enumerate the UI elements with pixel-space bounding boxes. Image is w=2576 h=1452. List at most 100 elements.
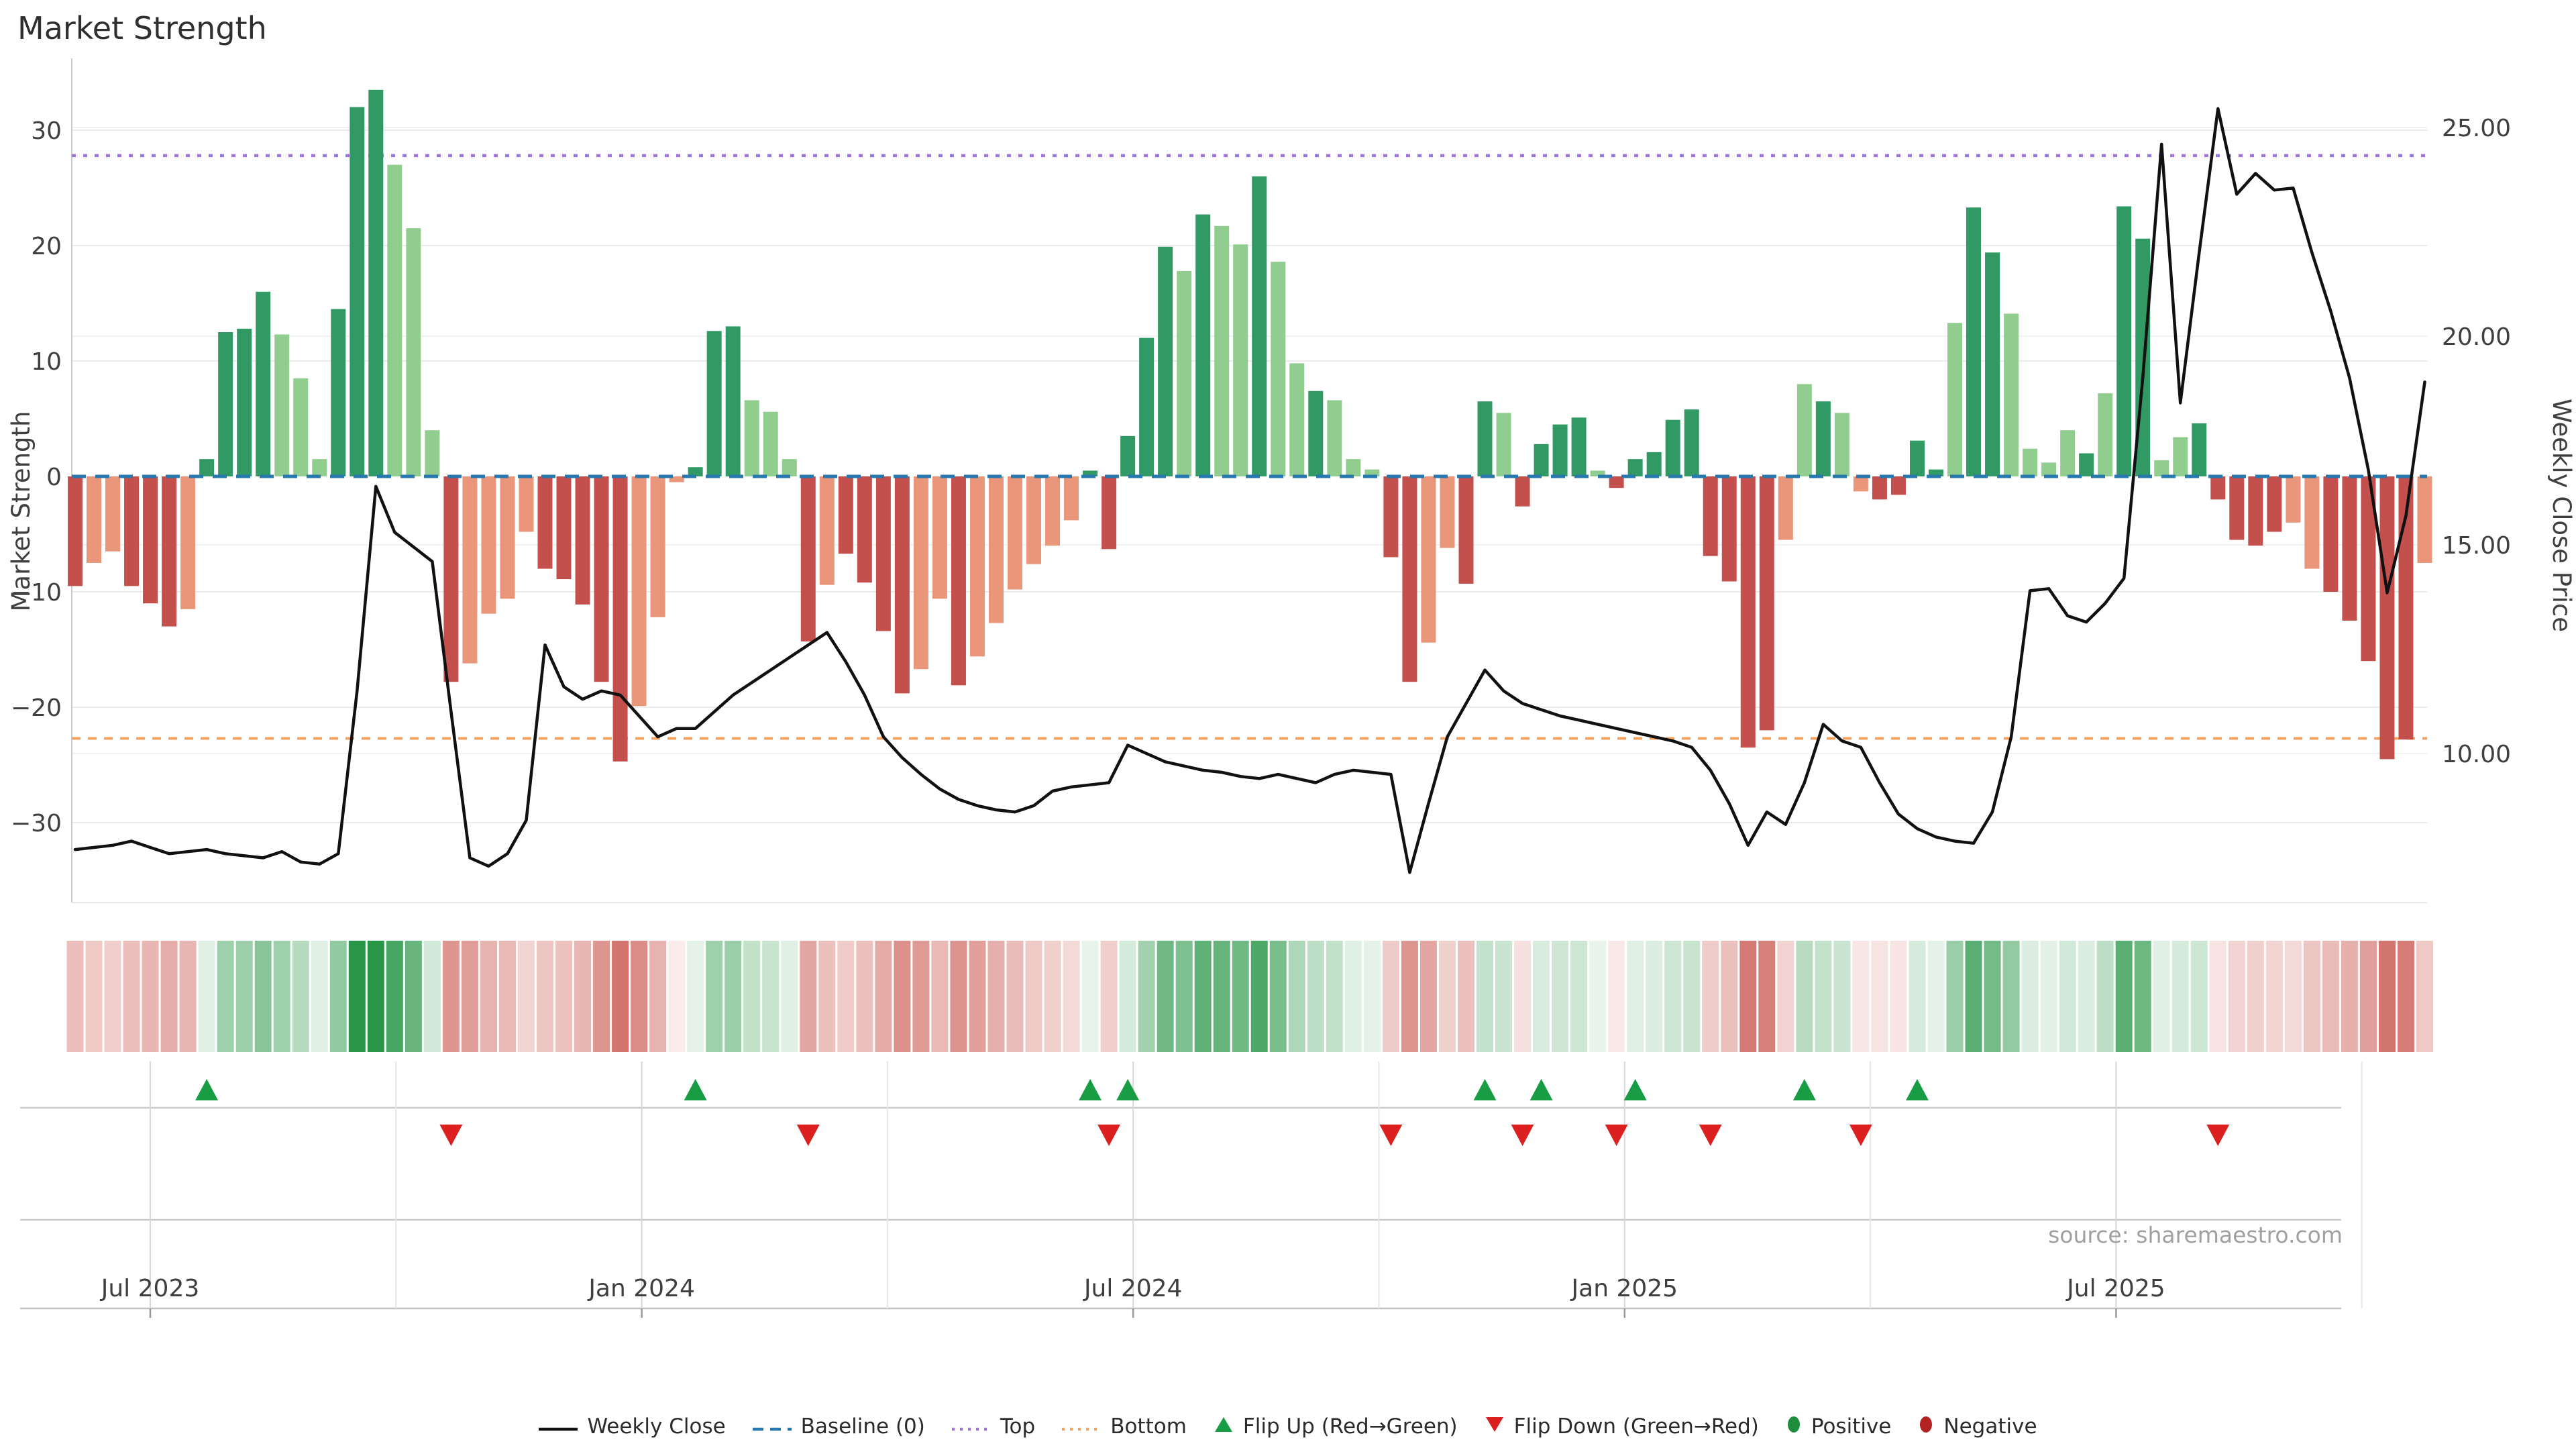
- negative-strength-bar: [443, 476, 459, 682]
- heatmap-cell: [1307, 941, 1324, 1052]
- positive-strength-bar: [1985, 252, 2000, 476]
- heatmap-cell: [2002, 941, 2020, 1052]
- positive-strength-bar: [1590, 470, 1605, 476]
- heatmap-cell: [1608, 941, 1625, 1052]
- heatmap-cell: [1213, 941, 1230, 1052]
- heatmap-cell: [875, 941, 892, 1052]
- heatmap-cell: [969, 941, 986, 1052]
- negative-strength-bar: [2286, 476, 2301, 523]
- negative-strength-bar: [2210, 476, 2226, 500]
- positive-strength-bar: [1308, 391, 1324, 476]
- positive-strength-bar: [2041, 462, 2057, 476]
- heatmap-cell: [1833, 941, 1851, 1052]
- negative-strength-bar: [1759, 476, 1774, 731]
- heatmap-cell: [2059, 941, 2076, 1052]
- legend-item[interactable]: Bottom: [1062, 1414, 1187, 1439]
- negative-strength-bar: [162, 476, 177, 627]
- flip-down-icon: [1511, 1125, 1534, 1146]
- heatmap-cell: [1100, 941, 1118, 1052]
- heatmap-cell: [2359, 941, 2377, 1052]
- heatmap-cell: [1044, 941, 1061, 1052]
- positive-strength-bar: [1327, 400, 1342, 476]
- heatmap-cell: [1194, 941, 1212, 1052]
- positive-strength-bar: [2154, 460, 2169, 476]
- positive-strength-bar: [1177, 270, 1192, 476]
- heatmap-cell: [1514, 941, 1532, 1052]
- heatmap-cell: [668, 941, 686, 1052]
- heatmap-cell: [2378, 941, 2396, 1052]
- legend-item[interactable]: Baseline (0): [752, 1414, 925, 1439]
- heatmap-cell: [1119, 941, 1136, 1052]
- positive-strength-bar: [1552, 424, 1568, 476]
- left-y-tick-label: −30: [11, 810, 62, 837]
- heatmap-cell: [612, 941, 629, 1052]
- positive-strength-bar: [1684, 409, 1699, 476]
- heatmap-cell: [593, 941, 610, 1052]
- page-title: Market Strength: [17, 10, 267, 46]
- negative-strength-bar: [124, 476, 140, 586]
- heatmap-cell: [1006, 941, 1024, 1052]
- legend-item[interactable]: Positive: [1786, 1414, 1891, 1439]
- positive-strength-bar: [331, 309, 346, 476]
- positive-strength-bar: [1477, 401, 1493, 476]
- legend-item[interactable]: Flip Up (Red→Green): [1214, 1414, 1458, 1439]
- negative-strength-bar: [1721, 476, 1737, 582]
- axis-ticks: 30 20 10 0 −10 −20 −30 25.00 20.00 15.00 10.00: [11, 115, 2511, 837]
- heatmap-cell: [631, 941, 648, 1052]
- heatmap-cell: [1664, 941, 1682, 1052]
- positive-strength-bar: [199, 459, 215, 476]
- positive-strength-bar: [1233, 244, 1248, 476]
- dot-legend-icon: [1786, 1414, 1802, 1439]
- negative-strength-bar: [969, 476, 985, 657]
- positive-strength-bar: [1271, 262, 1286, 476]
- heatmap-cell: [405, 941, 422, 1052]
- left-y-tick-label: 30: [31, 117, 62, 145]
- heatmap-cell: [2341, 941, 2358, 1052]
- legend-item[interactable]: Top: [951, 1414, 1036, 1439]
- flip-up-icon: [684, 1079, 707, 1100]
- heatmap-cell: [423, 941, 441, 1052]
- heatmap-cell: [1157, 941, 1174, 1052]
- negative-strength-bar: [1045, 476, 1061, 546]
- heatmap-cell: [1457, 941, 1474, 1052]
- negative-strength-bar: [800, 476, 816, 641]
- heatmap-cell: [1269, 941, 1287, 1052]
- positive-strength-bar: [1083, 470, 1098, 476]
- heatmap-cell: [311, 941, 328, 1052]
- legend-item[interactable]: Weekly Close: [539, 1414, 726, 1439]
- positive-strength-bar: [2116, 206, 2132, 476]
- negative-strength-bar: [2417, 476, 2432, 563]
- negative-strength-bar: [481, 476, 496, 614]
- negative-strength-bar: [1703, 476, 1718, 556]
- negative-strength-bar: [462, 476, 478, 664]
- positive-strength-bar: [274, 334, 290, 476]
- left-y-tick-label: 10: [31, 348, 62, 376]
- negative-strength-bar: [1102, 476, 1117, 550]
- heatmap-cell: [687, 941, 704, 1052]
- positive-strength-bar: [1120, 435, 1136, 476]
- heatmap-cell: [2115, 941, 2133, 1052]
- dot-legend-icon: [1918, 1414, 1934, 1439]
- heatmap-cell: [1909, 941, 1926, 1052]
- legend-item[interactable]: Flip Down (Green→Red): [1485, 1414, 1759, 1439]
- flip-down-icon: [1379, 1125, 1403, 1146]
- positive-strength-bar: [1928, 469, 1943, 476]
- flip-up-icon: [1529, 1079, 1553, 1100]
- heatmap-cell: [1081, 941, 1099, 1052]
- left-y-tick-label: 0: [46, 464, 62, 491]
- heatmap-cell: [1288, 941, 1305, 1052]
- heatmap-cell: [1495, 941, 1513, 1052]
- heatmap-cell: [1138, 941, 1155, 1052]
- flip-up-icon: [1905, 1079, 1929, 1100]
- positive-strength-bar: [2192, 423, 2207, 476]
- dashed-legend-icon: [752, 1414, 792, 1439]
- legend-item-label: Top: [1000, 1414, 1036, 1439]
- x-tick-label: Jan 2025: [1570, 1275, 1678, 1302]
- heatmap-cell: [1627, 941, 1644, 1052]
- legend-item[interactable]: Negative: [1918, 1414, 2037, 1439]
- heatmap-cell: [348, 941, 366, 1052]
- negative-strength-bar: [1872, 476, 1887, 500]
- heatmap-cell: [2247, 941, 2264, 1052]
- positive-strength-bar: [1346, 459, 1361, 476]
